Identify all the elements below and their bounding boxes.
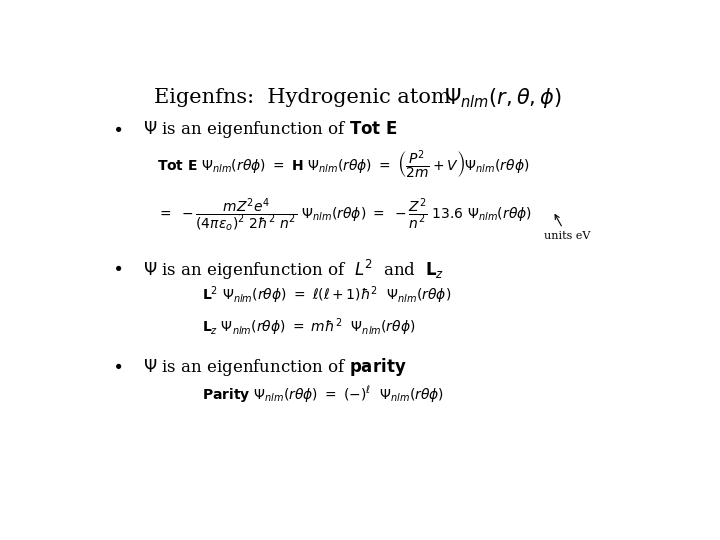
Text: $\bullet$: $\bullet$ xyxy=(112,356,122,374)
Text: $\bullet$: $\bullet$ xyxy=(112,258,122,276)
Text: $\Psi$ is an eigenfunction of $\mathbf{Tot\ E}$: $\Psi$ is an eigenfunction of $\mathbf{T… xyxy=(143,119,397,140)
Text: $\Psi$ is an eigenfunction of $\mathbf{parity}$: $\Psi$ is an eigenfunction of $\mathbf{p… xyxy=(143,356,407,378)
Text: $\bullet$: $\bullet$ xyxy=(112,119,122,137)
Text: $\Psi$ is an eigenfunction of  $L^2$  and  $\mathbf{L}_z$: $\Psi$ is an eigenfunction of $L^2$ and … xyxy=(143,258,444,282)
Text: $\mathbf{Parity}\ \Psi_{nlm}(r\theta\phi)\ =\ (-)^\ell\ \ \Psi_{nlm}(r\theta\phi: $\mathbf{Parity}\ \Psi_{nlm}(r\theta\phi… xyxy=(202,385,444,405)
Text: $=\ -\dfrac{mZ^2e^4}{(4\pi\varepsilon_o)^2\ 2\hbar^2\ n^2}\ \Psi_{nlm}(r\theta\p: $=\ -\dfrac{mZ^2e^4}{(4\pi\varepsilon_o)… xyxy=(157,196,532,234)
Text: $\mathbf{Tot\ E}\ \Psi_{nlm}(r\theta\phi)\ =\ \mathbf{H}\ \Psi_{nlm}(r\theta\phi: $\mathbf{Tot\ E}\ \Psi_{nlm}(r\theta\phi… xyxy=(157,148,529,181)
Text: units eV: units eV xyxy=(544,215,590,241)
Text: $\mathbf{L}^2\ \Psi_{nlm}(r\theta\phi)\ =\ \ell(\ell+1)\hbar^2\ \ \Psi_{nlm}(r\t: $\mathbf{L}^2\ \Psi_{nlm}(r\theta\phi)\ … xyxy=(202,285,451,306)
Text: Eigenfns:  Hydrogenic atom: Eigenfns: Hydrogenic atom xyxy=(154,87,451,107)
Text: $\mathbf{L}_z\ \Psi_{nlm}(r\theta\phi)\ =\ m\hbar^2\ \ \Psi_{nlm}(r\theta\phi)$: $\mathbf{L}_z\ \Psi_{nlm}(r\theta\phi)\ … xyxy=(202,316,415,338)
Text: $\Psi_{nlm}(r,\theta,\phi)$: $\Psi_{nlm}(r,\theta,\phi)$ xyxy=(444,85,562,110)
